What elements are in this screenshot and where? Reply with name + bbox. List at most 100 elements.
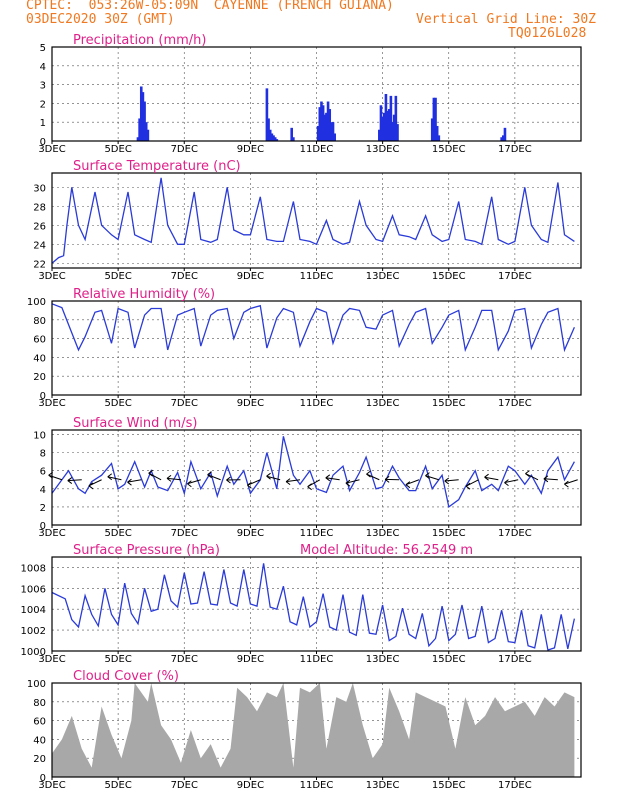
wind-xtick-label: 13DEC — [366, 528, 400, 539]
precip-bar — [292, 137, 295, 141]
precip-bar — [378, 129, 381, 141]
temp-line — [51, 177, 575, 264]
temp-title: Surface Temperature (nC) — [73, 159, 241, 174]
header-grid-note: Vertical Grid Line: 30Z — [416, 12, 597, 27]
precip-title: Precipitation (mm/h) — [73, 33, 206, 48]
precip-bar — [500, 137, 503, 141]
cloud-ytick-label: 40 — [33, 735, 46, 746]
wind-arrow-head — [504, 479, 509, 487]
wind-arrow — [266, 475, 281, 481]
rh-title: Relative Humidity (%) — [73, 287, 215, 302]
precip-bar — [143, 101, 146, 141]
wind-arrow — [325, 477, 340, 481]
wind-arrow-head — [166, 474, 172, 482]
precip-bar — [391, 122, 394, 141]
rh-xtick-label: 17DEC — [498, 398, 532, 409]
precip-panel — [51, 46, 582, 144]
precip-bar — [437, 135, 441, 141]
rh-xtick-label: 15DEC — [432, 398, 466, 409]
precip-xtick-label: 5DEC — [104, 144, 131, 155]
precip-bar — [394, 95, 398, 141]
precip-bar — [270, 133, 274, 141]
cloud-xtick-label: 3DEC — [38, 780, 65, 791]
wind-ytick-label: 0 — [40, 521, 46, 532]
wind-arrow-head — [107, 473, 113, 481]
wind-ytick-label: 10 — [33, 431, 46, 442]
precip-bar — [331, 122, 335, 141]
wind-ytick-label: 8 — [40, 449, 46, 460]
wind-panel — [48, 429, 582, 528]
cloud-panel — [51, 682, 582, 780]
wind-xtick-label: 7DEC — [171, 528, 198, 539]
precip-bar — [387, 109, 391, 141]
cloud-xtick-label: 11DEC — [300, 780, 334, 791]
temp-ytick-label: 24 — [33, 240, 46, 251]
precip-bar — [435, 125, 439, 141]
precip-bar — [321, 105, 325, 141]
precip-ytick-label: 2 — [40, 99, 46, 110]
wind-arrow-head — [266, 472, 271, 480]
precip-bar — [138, 118, 141, 141]
wind-xtick-label: 3DEC — [38, 528, 65, 539]
wind-arrow-head — [345, 479, 351, 487]
wind-arrow — [247, 479, 261, 486]
precip-xtick-label: 9DEC — [237, 144, 264, 155]
rh-ytick-label: 80 — [33, 316, 46, 327]
pressure-xtick-label: 7DEC — [171, 654, 198, 665]
precip-ytick-label: 3 — [40, 81, 46, 92]
wind-arrow-head — [307, 483, 312, 491]
rh-ytick-label: 100 — [27, 297, 46, 308]
rh-line — [51, 303, 575, 353]
precip-bar — [139, 86, 143, 141]
wind-arrow-head — [88, 482, 94, 490]
precip-bar — [273, 137, 277, 141]
wind-arrow — [425, 475, 439, 481]
wind-ytick-label: 2 — [40, 503, 46, 514]
temp-xtick-label: 7DEC — [171, 271, 198, 282]
precip-bar — [502, 135, 505, 141]
precip-bar — [290, 127, 294, 141]
rh-xtick-label: 7DEC — [171, 398, 198, 409]
wind-xtick-label: 15DEC — [432, 528, 466, 539]
wind-arrow-head — [484, 473, 489, 481]
pressure-xtick-label: 11DEC — [300, 654, 334, 665]
precip-xtick-label: 3DEC — [38, 144, 65, 155]
cloud-xtick-label: 15DEC — [432, 780, 466, 791]
precip-bar — [136, 137, 140, 141]
precip-bar — [144, 122, 148, 141]
header-date: 03DEC2020 30Z (GMT) — [26, 12, 175, 27]
wind-arrow-head — [187, 480, 192, 488]
precip-bar — [430, 118, 434, 141]
cloud-ytick-label: 80 — [33, 698, 46, 709]
pressure-ytick-label: 1002 — [21, 626, 46, 637]
wind-arrow — [127, 479, 142, 483]
cloud-ytick-label: 60 — [33, 717, 46, 728]
temp-xtick-label: 5DEC — [104, 271, 131, 282]
precip-bar — [330, 122, 333, 141]
temp-ytick-label: 28 — [33, 202, 46, 213]
wind-arrow-head — [444, 477, 450, 485]
precip-bar — [432, 97, 436, 141]
precip-bar — [326, 101, 330, 141]
pressure-annotation: Model Altitude: 56.2549 m — [300, 543, 473, 558]
wind-xtick-label: 17DEC — [498, 528, 532, 539]
temp-xtick-label: 15DEC — [432, 271, 466, 282]
cloud-cover-area — [52, 683, 575, 777]
precip-bar — [386, 110, 389, 141]
precip-bar — [275, 139, 279, 141]
wind-arrow — [166, 477, 181, 481]
header-station: CPTEC: 053:26W-05:09N CAYENNE (FRENCH GU… — [26, 0, 394, 13]
rh-xtick-label: 3DEC — [38, 398, 65, 409]
header-model-id: TQ0126L028 — [508, 26, 587, 41]
wind-arrow-head — [207, 471, 212, 479]
precip-bar — [146, 129, 150, 141]
precip-bar — [265, 88, 269, 141]
wind-arrow — [543, 478, 558, 481]
pressure-ytick-label: 1006 — [21, 584, 46, 595]
wind-ytick-label: 6 — [40, 467, 46, 478]
precip-bar — [328, 109, 332, 141]
rh-xtick-label: 9DEC — [237, 398, 264, 409]
wind-arrow — [444, 479, 459, 482]
temp-panel — [51, 172, 582, 271]
